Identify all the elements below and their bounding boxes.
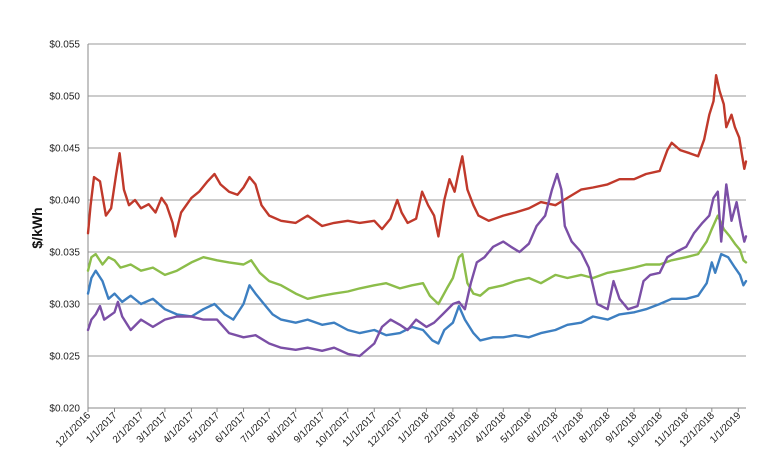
series-line-2: [86, 214, 748, 306]
y-tick-label: $0.050: [49, 92, 80, 103]
grid-lines: [88, 43, 746, 357]
series-line-3: [86, 252, 748, 345]
y-tick-label: $0.045: [49, 144, 80, 155]
y-tick-label: $0.020: [49, 404, 80, 415]
axes: [87, 44, 746, 412]
series-lines: [86, 73, 748, 358]
series-line-1: [86, 73, 748, 238]
y-tick-label: $0.030: [49, 300, 80, 311]
y-tick-label: $0.035: [49, 248, 80, 259]
y-tick-labels: $0.020 $0.025 $0.030 $0.035 $0.040 $0.045 $0.0…: [49, 40, 80, 415]
y-tick-label: $0.025: [49, 352, 80, 363]
y-axis-title: $/kWh: [29, 207, 45, 248]
y-tick-label: $0.055: [49, 40, 80, 51]
y-tick-label: $0.040: [49, 196, 80, 207]
series-line-4: [86, 172, 748, 358]
